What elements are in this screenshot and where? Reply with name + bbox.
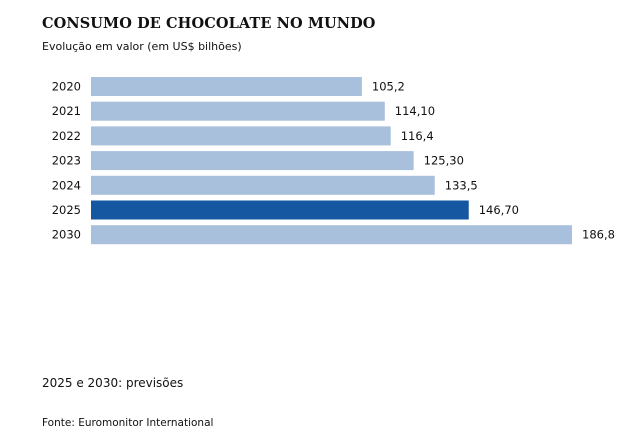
- value-label: 116,4: [401, 129, 434, 143]
- bar-2025: [91, 200, 469, 220]
- value-label: 114,10: [395, 104, 435, 118]
- category-label: 2024: [52, 178, 81, 192]
- bar-2023: [91, 151, 414, 171]
- value-label: 105,2: [372, 80, 405, 94]
- value-label: 186,8: [582, 228, 615, 242]
- bar-2021: [91, 101, 385, 121]
- bar-2024: [91, 175, 435, 195]
- category-label: 2021: [52, 104, 81, 118]
- bar-2030: [91, 225, 572, 245]
- bar-2020: [91, 77, 362, 96]
- category-label: 2025: [52, 203, 81, 217]
- category-label: 2020: [52, 80, 81, 94]
- value-label: 146,70: [479, 203, 519, 217]
- bar-2022: [91, 126, 391, 146]
- bar-chart: 2020 105,2 2021 114,10 2022 116,4 2023 125,30 20…: [52, 77, 615, 245]
- chart-subtitle: Evolução em valor (em US$ bilhões): [42, 40, 242, 53]
- value-label: 133,5: [445, 178, 478, 192]
- category-label: 2023: [52, 154, 81, 168]
- category-label: 2030: [52, 228, 81, 242]
- chart-title: CONSUMO DE CHOCOLATE NO MUNDO: [42, 15, 376, 32]
- forecast-note: 2025 e 2030: previsões: [42, 376, 184, 390]
- source-note: Fonte: Euromonitor International: [42, 417, 214, 429]
- value-label: 125,30: [424, 154, 464, 168]
- category-label: 2022: [52, 129, 81, 143]
